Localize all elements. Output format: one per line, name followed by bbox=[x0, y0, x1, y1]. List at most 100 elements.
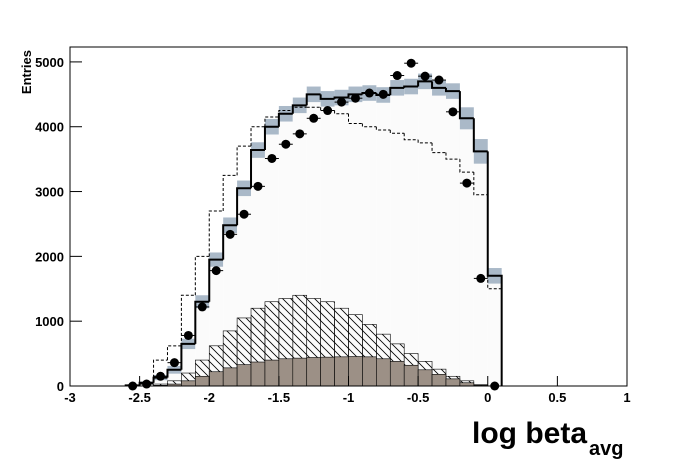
data-point bbox=[406, 58, 416, 68]
data-point bbox=[183, 330, 193, 340]
solid-step bbox=[194, 300, 210, 344]
x-tick-label: -2.5 bbox=[128, 390, 150, 405]
data-point bbox=[239, 209, 249, 219]
solid-step bbox=[250, 149, 265, 189]
x-axis-label-sub: avg bbox=[589, 438, 623, 460]
data-point bbox=[420, 71, 430, 81]
mc-fill bbox=[390, 87, 405, 386]
data-point bbox=[434, 75, 444, 85]
plot-area bbox=[124, 58, 503, 391]
dashed-step bbox=[180, 294, 196, 346]
x-tick-label: 1 bbox=[623, 390, 630, 405]
filled-bar bbox=[222, 367, 238, 387]
x-tick-label: -1 bbox=[343, 390, 355, 405]
filled-bar bbox=[181, 380, 196, 387]
solid-step bbox=[444, 87, 460, 93]
x-tick-label: -1.5 bbox=[268, 390, 290, 405]
dashed-step bbox=[236, 145, 252, 176]
data-point bbox=[253, 181, 263, 191]
dashed-step bbox=[194, 255, 210, 296]
dashed-step bbox=[417, 139, 433, 144]
solid-step bbox=[180, 342, 196, 370]
filled-bar bbox=[389, 361, 405, 387]
data-point bbox=[309, 113, 319, 123]
mc-fill bbox=[445, 91, 460, 387]
y-axis-label: Entries bbox=[19, 50, 34, 94]
dashed-step bbox=[445, 152, 460, 160]
data-point bbox=[267, 153, 277, 163]
data-point bbox=[225, 229, 235, 239]
mc-fill bbox=[459, 118, 474, 386]
filled-bar bbox=[306, 357, 321, 387]
x-axis-label-main: log beta bbox=[472, 417, 587, 450]
filled-bar bbox=[195, 375, 210, 387]
dashed-step bbox=[166, 345, 182, 361]
y-tick-label: 5000 bbox=[35, 55, 64, 70]
y-tick-label: 3000 bbox=[35, 185, 64, 200]
dashed-step bbox=[389, 129, 405, 134]
x-tick-label: 0 bbox=[484, 390, 491, 405]
filled-bar bbox=[278, 358, 294, 387]
mc-fill bbox=[404, 86, 419, 387]
filled-bar bbox=[292, 357, 308, 387]
y-tick-label: 4000 bbox=[35, 120, 64, 135]
filled-bar bbox=[264, 359, 280, 387]
dashed-step bbox=[403, 133, 419, 141]
solid-step bbox=[472, 118, 488, 153]
y-tick-label: 1000 bbox=[35, 314, 64, 329]
data-point bbox=[281, 139, 291, 149]
solid-step bbox=[347, 93, 363, 98]
dashed-step bbox=[334, 110, 349, 115]
filled-bar bbox=[334, 356, 349, 387]
solid-step bbox=[403, 85, 419, 88]
mc-fill bbox=[376, 94, 391, 387]
y-tick-label: 0 bbox=[57, 379, 64, 394]
solid-step bbox=[291, 104, 307, 114]
solid-step bbox=[486, 151, 503, 386]
dashed-step bbox=[473, 172, 488, 196]
filled-bar bbox=[208, 371, 224, 387]
dashed-step bbox=[222, 174, 238, 211]
data-point bbox=[211, 266, 221, 276]
solid-step bbox=[319, 94, 335, 100]
filled-bar bbox=[417, 369, 433, 387]
dashed-step bbox=[361, 123, 377, 128]
solid-step bbox=[236, 187, 252, 226]
data-point bbox=[378, 89, 388, 99]
filled-bar bbox=[431, 374, 447, 387]
solid-step bbox=[333, 96, 349, 99]
data-point bbox=[169, 358, 179, 368]
dashed-step bbox=[208, 210, 224, 257]
data-point bbox=[350, 93, 360, 103]
x-axis-label: log beta avg bbox=[472, 417, 623, 460]
filled-bar bbox=[445, 378, 461, 387]
y-tick-label: 2000 bbox=[35, 249, 64, 264]
solid-step bbox=[277, 112, 293, 127]
data-point bbox=[476, 273, 486, 283]
data-point bbox=[337, 97, 347, 107]
mc-fill bbox=[473, 151, 488, 386]
x-tick-label: -0.5 bbox=[407, 390, 429, 405]
filled-bar bbox=[362, 356, 377, 387]
solid-step bbox=[222, 224, 238, 260]
solid-step bbox=[305, 93, 321, 106]
data-point bbox=[197, 302, 207, 312]
filled-bar bbox=[320, 356, 335, 387]
mc-fill bbox=[348, 94, 363, 387]
dashed-step bbox=[250, 126, 265, 147]
filled-bar bbox=[376, 358, 391, 387]
solid-step bbox=[166, 368, 182, 378]
mc-fill bbox=[418, 81, 433, 386]
dashed-step bbox=[153, 359, 168, 383]
mc-fill bbox=[153, 377, 168, 386]
solid-step bbox=[431, 81, 446, 89]
solid-step bbox=[263, 125, 279, 151]
mc-fill bbox=[362, 93, 377, 387]
solid-step bbox=[208, 258, 224, 302]
data-point bbox=[364, 88, 374, 98]
x-tick-label: 0.5 bbox=[548, 390, 566, 405]
filled-bar bbox=[403, 364, 419, 387]
data-point bbox=[323, 106, 333, 116]
data-point bbox=[462, 178, 472, 188]
